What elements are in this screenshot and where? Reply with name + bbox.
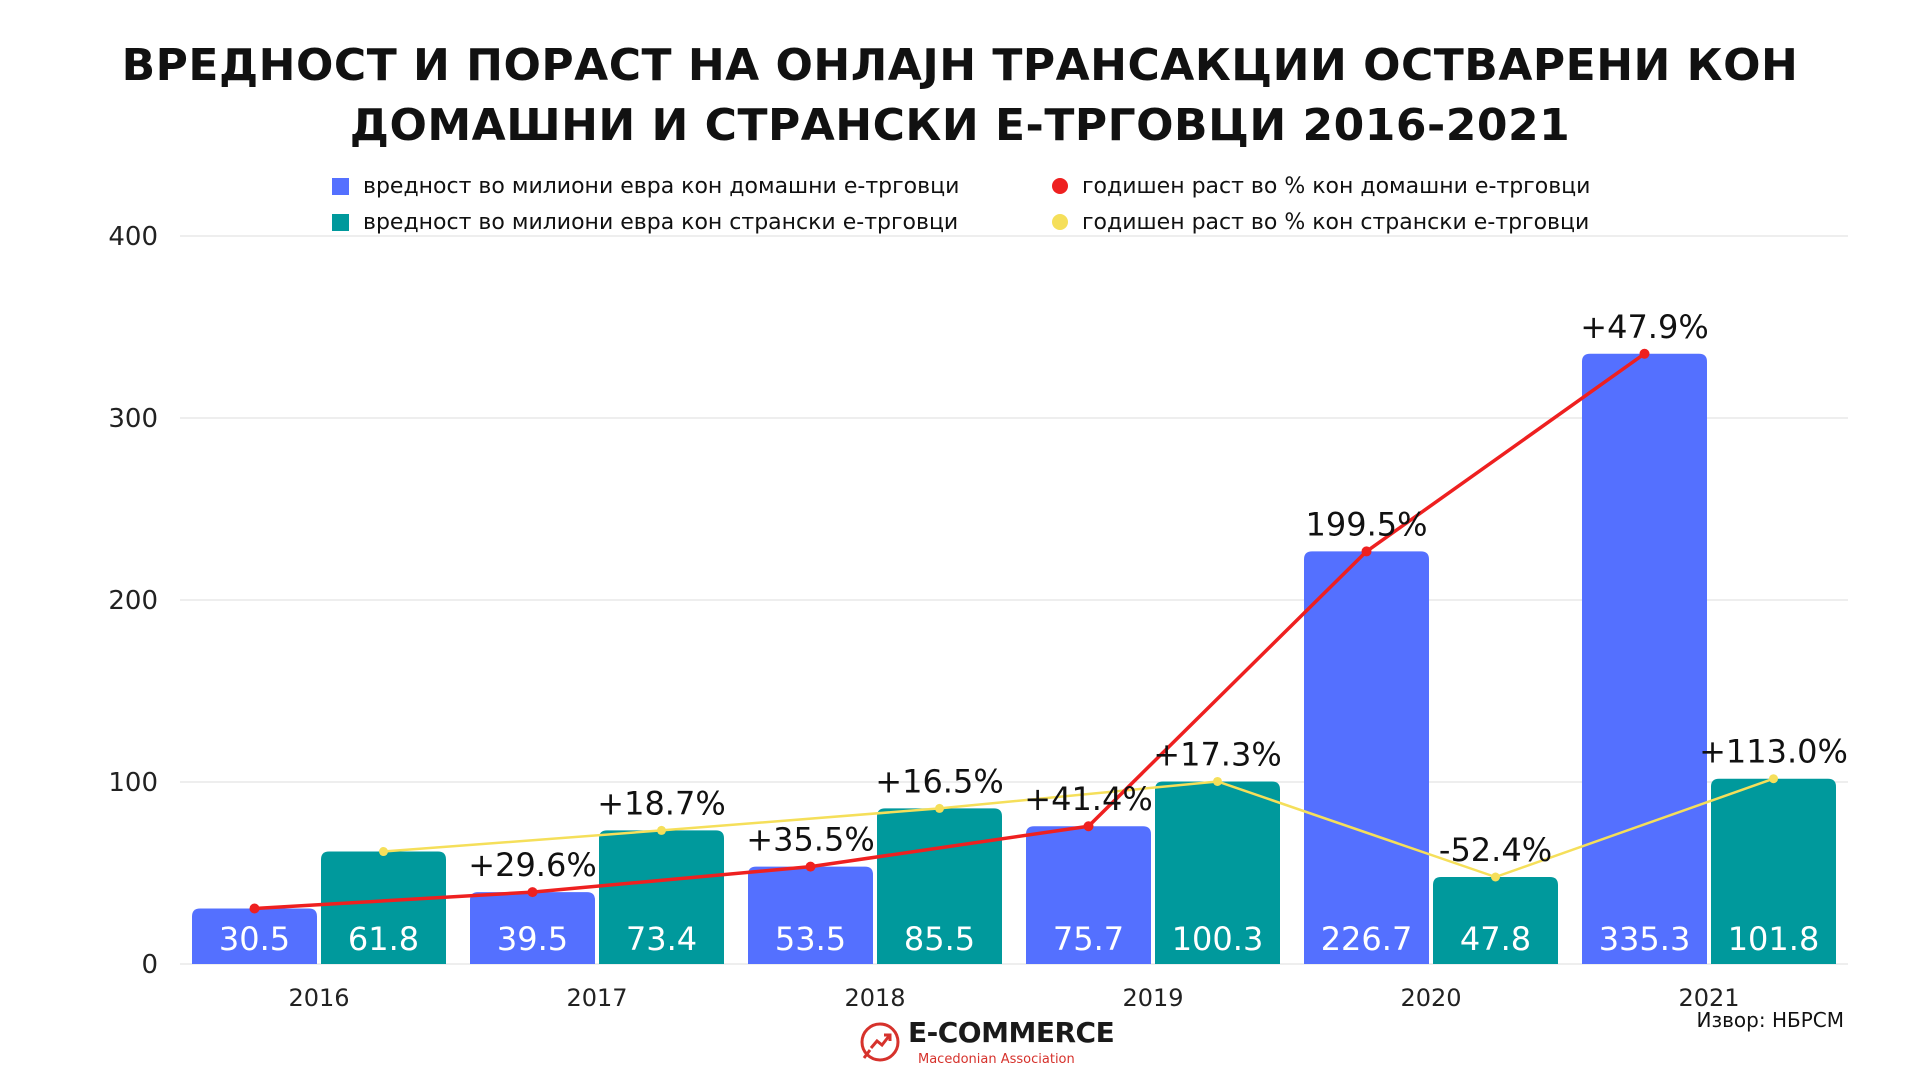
value-label-foreign-2020: 47.8 [1460, 920, 1531, 958]
value-label-foreign-2018: 85.5 [904, 920, 975, 958]
point-domestic-growth-2021 [1639, 348, 1650, 359]
legend-label-domestic-value: вредност во милиони евра кон домашни е-т… [363, 173, 960, 199]
x-tick-label-2019: 2019 [1122, 984, 1183, 1012]
growth-label-foreign-2018: +16.5% [875, 762, 1003, 800]
point-foreign-growth-2018 [935, 803, 944, 813]
legend-swatch-domestic-growth [1052, 178, 1068, 194]
legend-item-foreign-value: вредност во милиони евра кон странски е-… [332, 204, 958, 240]
point-domestic-growth-2016 [249, 903, 260, 914]
bar-domestic-2021 [1582, 353, 1707, 964]
value-label-foreign-2019: 100.3 [1172, 920, 1264, 958]
bar-domestic-2016 [192, 908, 317, 964]
point-domestic-growth-2020 [1361, 546, 1372, 557]
source-note: Извор: НБРСМ [1696, 1008, 1844, 1032]
value-label-foreign-2021: 101.8 [1728, 920, 1820, 958]
growth-label-domestic-2018: +35.5% [746, 821, 874, 859]
point-foreign-growth-2020 [1491, 872, 1500, 882]
value-label-domestic-2018: 53.5 [775, 920, 846, 958]
legend-label-foreign-growth: годишен раст во % кон странски е-трговци [1082, 209, 1590, 235]
bar-domestic-2018 [748, 866, 873, 964]
legend-label-foreign-value: вредност во милиони евра кон странски е-… [363, 209, 959, 235]
bar-foreign-2018 [877, 808, 1002, 964]
growth-label-domestic-2017: +29.6% [468, 846, 596, 884]
title-line-1: ВРЕДНОСТ И ПОРАСТ НА ОНЛАЈН ТРАНСАКЦИИ О… [121, 40, 1799, 91]
y-tick-label-400: 400 [108, 222, 158, 252]
x-tick-label-2016: 2016 [288, 984, 349, 1012]
bar-foreign-2016 [321, 851, 446, 964]
line-domestic-growth [254, 352, 1646, 911]
legend-item-domestic-value: вредност во милиони евра кон домашни е-т… [332, 168, 959, 204]
y-tick-label-100: 100 [108, 768, 158, 798]
legend-swatch-foreign-value [332, 213, 349, 231]
value-label-domestic-2020: 226.7 [1321, 920, 1413, 958]
value-label-domestic-2016: 30.5 [219, 920, 290, 958]
legend-label-domestic-growth: годишен раст во % кон домашни е-трговци [1082, 173, 1591, 199]
x-tick-label-2021: 2021 [1678, 984, 1739, 1012]
legend-swatch-domestic-value [332, 177, 349, 195]
bar-domestic-2017 [470, 892, 595, 964]
value-label-domestic-2021: 335.3 [1599, 920, 1691, 958]
point-foreign-growth-2016 [379, 847, 388, 857]
point-domestic-growth-2018 [805, 861, 816, 872]
growth-label-foreign-2020: -52.4% [1439, 831, 1552, 869]
bar-foreign-2017 [599, 830, 724, 964]
ecommerce-logo: E-COMMERCE Macedonian Association [858, 1016, 1115, 1072]
growth-label-foreign-2021: +113.0% [1699, 733, 1848, 771]
bar-domestic-2020 [1304, 551, 1429, 964]
line-foreign-growth [383, 777, 1774, 879]
bar-foreign-2019 [1155, 781, 1280, 964]
x-tick-label-2020: 2020 [1400, 984, 1461, 1012]
legend-item-domestic-growth: годишен раст во % кон домашни е-трговци [1052, 168, 1590, 204]
x-tick-label-2017: 2017 [566, 984, 627, 1012]
bar-foreign-2020 [1433, 877, 1558, 964]
logo-trend-icon [860, 1022, 900, 1062]
value-label-foreign-2017: 73.4 [626, 920, 697, 958]
logo-main-text: E-COMMERCE [908, 1016, 1115, 1049]
title-line-2: ДОМАШНИ И СТРАНСКИ Е-ТРГОВЦИ 2016-2021 [349, 100, 1571, 151]
point-foreign-growth-2019 [1213, 776, 1222, 786]
legend-item-foreign-growth: годишен раст во % кон странски е-трговци [1052, 204, 1589, 240]
point-foreign-growth-2021 [1769, 774, 1778, 784]
growth-label-foreign-2019: +17.3% [1153, 735, 1281, 773]
legend-swatch-foreign-growth [1052, 214, 1068, 230]
bar-foreign-2021 [1711, 778, 1836, 964]
x-tick-label-2018: 2018 [844, 984, 905, 1012]
growth-label-domestic-2021: +47.9% [1580, 308, 1708, 346]
logo-sub-text: Macedonian Association [918, 1052, 1075, 1067]
value-label-domestic-2017: 39.5 [497, 920, 568, 958]
value-label-domestic-2019: 75.7 [1053, 920, 1124, 958]
growth-label-domestic-2019: +41.4% [1024, 780, 1152, 818]
point-domestic-growth-2019 [1083, 821, 1094, 832]
growth-label-foreign-2017: +18.7% [597, 784, 725, 822]
chart-title: ВРЕДНОСТ И ПОРАСТ НА ОНЛАЈН ТРАНСАКЦИИ О… [0, 36, 1920, 156]
y-tick-label-0: 0 [141, 950, 158, 980]
growth-label-domestic-2020: 199.5% [1305, 505, 1427, 543]
legend: вредност во милиони евра кон домашни е-т… [0, 168, 1920, 240]
y-tick-label-300: 300 [108, 404, 158, 434]
point-foreign-growth-2017 [657, 825, 666, 835]
y-tick-label-200: 200 [108, 586, 158, 616]
value-label-foreign-2016: 61.8 [348, 920, 419, 958]
bar-domestic-2019 [1026, 826, 1151, 964]
point-domestic-growth-2017 [527, 887, 538, 898]
